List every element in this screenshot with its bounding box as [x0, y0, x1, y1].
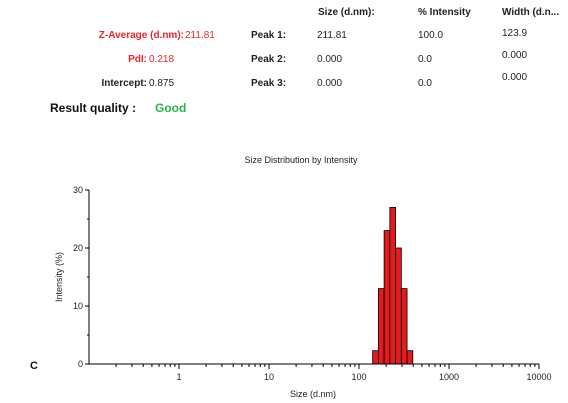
- x-tick-label-100: 100: [351, 372, 366, 382]
- peak-3-label: Peak 3:: [251, 78, 287, 89]
- peak-2-width: 0.000: [502, 50, 528, 61]
- z-average-value: 211.81: [185, 30, 215, 41]
- bar-3: [383, 230, 391, 365]
- y-tick-label-10: 10: [73, 301, 83, 311]
- peak-table-header-size: Size (d.nm):: [318, 7, 375, 18]
- x-tick-label-1: 1: [176, 372, 181, 382]
- peak-3-width: 0.000: [502, 72, 528, 83]
- intercept-value: 0.875: [149, 78, 175, 89]
- peak-3-size: 0.000: [317, 78, 343, 89]
- y-tick-label-0: 0: [78, 359, 83, 369]
- bar-7: [406, 350, 414, 365]
- bar-2: [377, 288, 385, 365]
- result-quality-label: Result quality :: [50, 101, 137, 115]
- result-quality-value: Good: [155, 101, 187, 115]
- bar-5: [395, 247, 402, 365]
- peak-table-header-width: Width (d.n...: [502, 7, 560, 18]
- bar-1: [372, 350, 379, 365]
- panel-letter: C: [30, 360, 38, 372]
- peak-2-intensity: 0.0: [418, 54, 432, 65]
- x-tick-label-10000: 10000: [526, 372, 551, 382]
- peak-3-intensity: 0.0: [418, 78, 432, 89]
- x-axis-label: Size (d.nm): [290, 389, 336, 399]
- y-tick-label-20: 20: [73, 243, 83, 253]
- peak-table-header-intensity: % Intensity: [418, 7, 471, 18]
- peak-1-size: 211.81: [317, 30, 347, 41]
- y-tick-label-30: 30: [73, 185, 83, 195]
- y-axis-label: Intensity (%): [54, 252, 64, 302]
- peak-2-size: 0.000: [317, 54, 343, 65]
- pdi-value: 0.218: [149, 54, 175, 65]
- intercept-label: Intercept:: [101, 78, 147, 89]
- bar-6: [400, 288, 408, 365]
- chart-title: Size Distribution by Intensity: [244, 155, 358, 165]
- x-tick-label-10: 10: [264, 372, 274, 382]
- peak-1-label: Peak 1:: [251, 30, 287, 41]
- axes-layer: 0 10 20 30 1 10 100 1000 10000: [73, 185, 552, 382]
- bars-layer: [372, 206, 414, 365]
- bar-4: [389, 206, 396, 365]
- peak-2-label: Peak 2:: [251, 54, 287, 65]
- peak-1-intensity: 100.0: [418, 30, 444, 41]
- z-average-label: Z-Average (d.nm):: [98, 30, 184, 41]
- x-tick-label-1000: 1000: [439, 372, 459, 382]
- pdi-label: PdI:: [128, 54, 147, 65]
- peak-1-width: 123.9: [502, 28, 528, 39]
